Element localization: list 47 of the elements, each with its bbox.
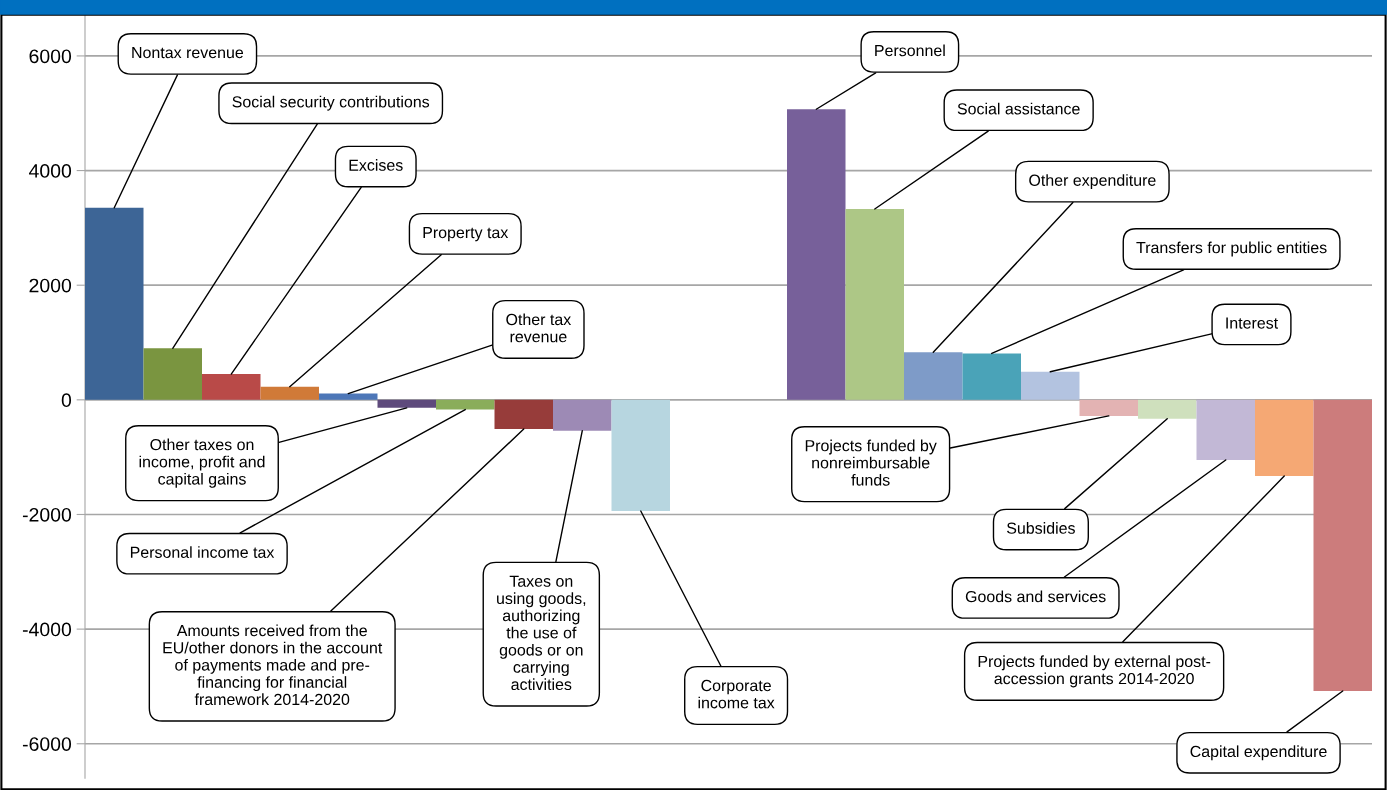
annotation: Interest [1226,317,1279,329]
annotation: Taxes on using goods, authorizing the use of goods or on carrying activities [497,575,586,691]
annotation: Personnel [875,44,945,57]
bar [494,399,553,430]
annotation: Social security contributions [232,95,430,111]
y-tick-label: -6000 [22,737,72,751]
y-tick-label: 0 [61,393,72,408]
annotation: Excises [349,159,403,171]
bar [553,399,612,431]
bar [1138,399,1197,419]
bar [1079,399,1138,416]
annotation: Property tax [423,227,509,242]
bar [85,207,144,400]
bar [1255,399,1314,477]
bar [904,352,963,400]
annotation: Goods and services [965,590,1106,603]
bar [202,374,261,400]
bar [1196,399,1255,461]
y-tick-label: 6000 [29,49,72,64]
annotation: Corporate income tax [698,679,775,709]
annotation: Projects funded by nonreimbursable funds [805,439,937,486]
y-tick-label: 4000 [29,164,72,178]
annotation: Other tax revenue [506,313,572,343]
y-tick-label: -4000 [22,622,72,637]
annotation: Capital expenditure [1190,745,1327,761]
bar [845,208,904,400]
annotation: Subsidies [1006,522,1075,534]
y-tick-label: 2000 [29,278,72,293]
bar [962,353,1021,400]
bar [319,393,378,400]
bar [260,386,319,400]
bar [377,399,436,408]
bar [787,109,846,400]
bar [611,399,670,512]
bar [1313,399,1372,692]
annotation: Projects funded by external post- accession grants 2014-2020 [978,655,1211,688]
annotation: Other taxes on income, profit and capital gains [139,438,265,488]
annotation: Social assistance [957,102,1080,115]
bar [1021,371,1080,400]
annotation: Amounts received from the EU/other donors in the account of payments made and pre- financing for financial framework 2014-2020 [163,624,383,706]
annotation: Transfers for public entities [1136,241,1327,257]
annotation: Personal income tax [130,546,275,558]
bar [143,348,202,400]
y-tick-label: -2000 [22,507,72,522]
annotation: Nontax revenue [132,47,244,59]
bar [436,399,495,410]
annotation: Other expenditure [1029,174,1156,190]
